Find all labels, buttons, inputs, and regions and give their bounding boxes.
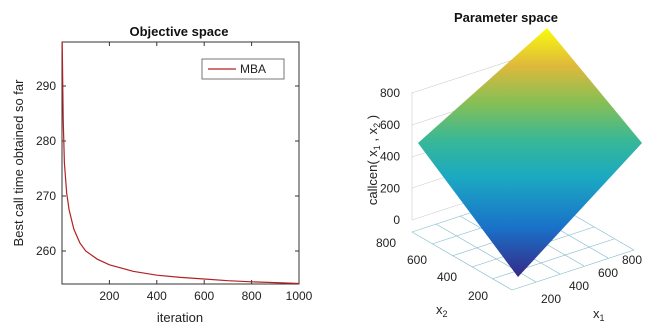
y-tick-label: 290 [36,79,56,93]
z-tick-label: 200 [380,181,400,195]
z-axis-label: callcen( x1 , x2 ) [365,115,382,205]
objective-x-axis-label: iteration [157,310,203,325]
x1-tick-label: 800 [622,253,642,267]
y-tick-label: 270 [36,189,56,203]
x2-axis-label: x2 [436,302,448,319]
surface-plane [418,28,642,277]
y-tick-label: 280 [36,134,56,148]
mba-series-line [61,41,300,285]
x-tick-label: 200 [99,289,119,303]
x2-tick-label: 800 [376,236,396,250]
x1-tick-label: 600 [598,266,618,280]
legend-label-mba: MBA [240,62,266,76]
parameter-chart-title: Parameter space [454,10,558,25]
z-tick-label: 600 [380,118,400,132]
legend: MBA [201,58,285,80]
x2-tick-label: 200 [468,289,488,303]
x-tick-label: 600 [194,289,214,303]
objective-space-chart: Objective space 260 270 280 290 200 400 600 80… [11,24,313,325]
x-tick-label: 800 [242,289,262,303]
x2-tick-label: 600 [407,253,427,267]
x1-tick-label: 200 [541,292,561,306]
objective-plot-area [61,41,300,285]
z-tick-label: 0 [393,213,400,227]
objective-y-axis-label: Best call time obtained so far [11,79,26,247]
z-tick-label: 400 [380,150,400,164]
x-tick-label: 400 [147,289,167,303]
z-tick-label: 800 [380,86,400,100]
x2-tick-label: 400 [437,270,457,284]
y-tick-label: 260 [36,244,56,258]
objective-chart-title: Objective space [130,24,229,39]
legend-box [201,58,285,80]
x1-tick-label: 400 [569,279,589,293]
x-tick-label: 1000 [286,289,313,303]
x1-axis-label: x1 [593,306,605,323]
